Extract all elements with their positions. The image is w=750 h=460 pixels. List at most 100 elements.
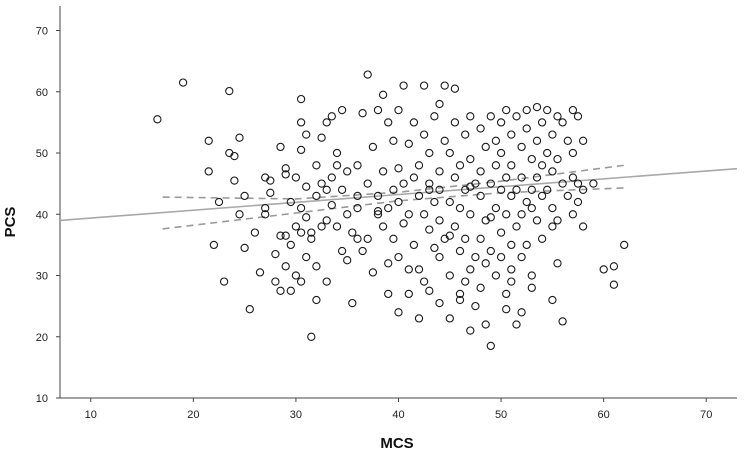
data-point: [496, 185, 506, 194]
data-point: [502, 105, 511, 115]
data-point: [327, 200, 336, 210]
data-point: [548, 203, 557, 213]
data-point: [425, 185, 434, 194]
data-point: [527, 185, 536, 194]
data-point: [322, 277, 331, 286]
data-point: [507, 240, 516, 250]
data-point: [496, 228, 506, 237]
data-point: [317, 133, 326, 142]
data-point: [353, 234, 362, 243]
data-point: [512, 320, 521, 329]
data-point: [281, 164, 290, 173]
data-point: [486, 341, 495, 351]
data-point: [476, 234, 485, 243]
data-point: [384, 203, 393, 213]
data-point: [502, 173, 511, 182]
data-point: [522, 240, 531, 250]
data-point: [486, 213, 495, 222]
plot-area: [59, 6, 737, 399]
data-point: [620, 240, 629, 250]
data-point: [312, 295, 321, 305]
data-point: [250, 228, 260, 237]
data-point: [568, 148, 578, 158]
data-point: [507, 277, 516, 286]
data-point: [425, 286, 434, 295]
data-point: [373, 210, 383, 219]
y-tick-label: 40: [36, 209, 48, 221]
data-point: [384, 118, 393, 127]
data-point: [286, 240, 295, 250]
data-point: [373, 105, 383, 115]
data-point: [332, 148, 342, 158]
data-point: [537, 234, 547, 243]
data-point: [219, 277, 229, 286]
data-point: [230, 176, 239, 185]
data-point: [368, 142, 378, 152]
data-point: [271, 249, 280, 259]
data-point: [507, 130, 516, 139]
fit-line: [59, 167, 738, 222]
data-point: [527, 271, 536, 280]
x-tick-label: 20: [187, 409, 199, 421]
regression-line: [59, 167, 738, 222]
data-point: [368, 268, 378, 277]
data-point: [455, 295, 465, 305]
data-point: [404, 210, 413, 219]
data-point: [476, 283, 485, 292]
data-point: [512, 222, 521, 231]
data-point: [496, 252, 506, 262]
data-point: [466, 182, 475, 191]
data-point: [399, 179, 408, 188]
data-point: [153, 115, 162, 124]
data-point: [445, 148, 454, 158]
data-point: [517, 252, 526, 262]
data-point: [450, 222, 460, 231]
data-point: [553, 216, 562, 225]
data-point: [384, 259, 393, 268]
data-point: [419, 210, 429, 219]
data-point: [286, 197, 295, 207]
data-point: [543, 105, 552, 115]
data-point: [496, 118, 506, 127]
data-point: [337, 185, 347, 194]
data-point: [348, 298, 357, 308]
ci-upper-line: [162, 164, 625, 200]
data-point: [527, 283, 536, 292]
x-axis-ticks: 10 20 30 40 50 60 70: [85, 398, 712, 421]
data-point: [373, 191, 383, 201]
data-point: [178, 78, 188, 87]
data-point: [573, 179, 583, 188]
data-point: [255, 268, 265, 277]
data-point: [296, 203, 306, 213]
data-point: [373, 207, 383, 216]
data-point: [512, 112, 521, 121]
data-point: [225, 86, 234, 96]
data-point: [414, 191, 424, 201]
data-point: [353, 161, 362, 170]
data-point: [353, 191, 362, 201]
data-point: [332, 161, 342, 170]
data-point: [425, 148, 434, 158]
data-point: [532, 136, 542, 145]
data-point: [276, 142, 285, 152]
data-point: [532, 216, 542, 225]
data-point: [343, 210, 352, 219]
x-tick-label: 30: [290, 409, 302, 421]
data-point: [532, 173, 542, 182]
x-tick-label: 40: [392, 409, 404, 421]
data-point: [517, 173, 526, 182]
data-point: [466, 265, 475, 274]
y-tick-label: 30: [36, 271, 48, 283]
data-point: [558, 179, 567, 188]
data-point: [553, 112, 562, 121]
data-point: [496, 148, 506, 158]
data-point: [476, 191, 485, 201]
data-point: [276, 286, 285, 295]
data-point: [578, 222, 588, 231]
data-point: [578, 185, 588, 194]
data-point: [291, 222, 301, 231]
data-point: [435, 167, 444, 176]
data-point: [578, 136, 588, 145]
